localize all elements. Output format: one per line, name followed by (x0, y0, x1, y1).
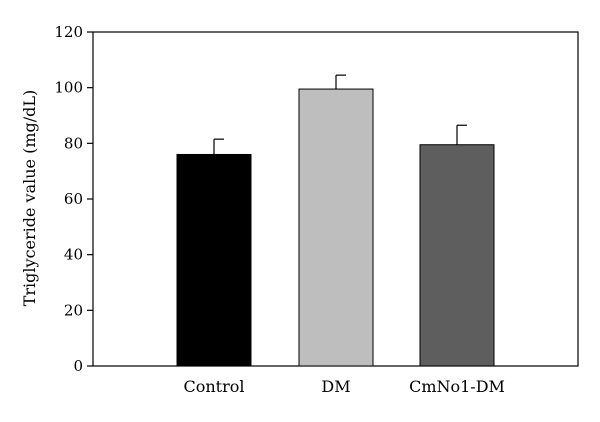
bars (176, 88, 495, 367)
y-tick-label: 20 (64, 301, 83, 319)
y-tick-label: 60 (64, 190, 83, 208)
y-tick-label: 80 (64, 134, 83, 152)
bar-control (176, 153, 252, 367)
bar-cmno1-dm (419, 144, 495, 367)
x-category-label: Control (183, 377, 244, 396)
y-tick-label: 40 (64, 246, 83, 264)
error-bars (213, 74, 467, 155)
x-category-label: DM (321, 377, 350, 396)
y-tick-label: 100 (54, 79, 83, 97)
x-category-label: CmNo1-DM (409, 377, 505, 396)
y-axis-ticks: 0 20 40 60 80 100 120 (54, 23, 93, 375)
y-axis-title: Triglyceride value (mg/dL) (20, 90, 39, 307)
bar-dm (298, 88, 374, 367)
x-axis-labels: Control DM CmNo1-DM (183, 377, 504, 396)
y-tick-label: 120 (54, 23, 83, 41)
y-tick-label: 0 (73, 357, 83, 375)
